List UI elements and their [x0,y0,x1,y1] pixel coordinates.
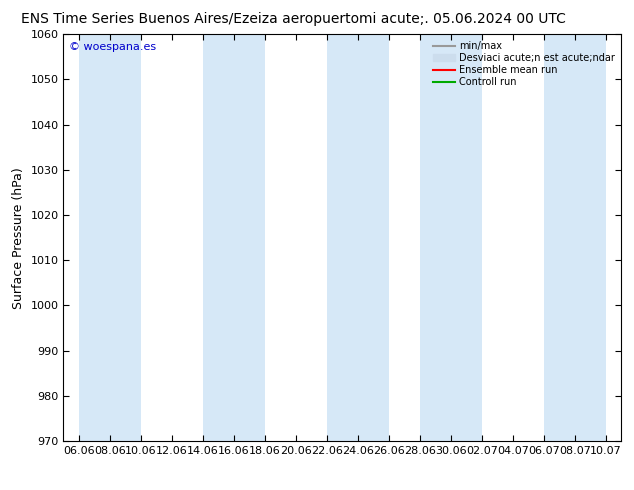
Text: © woespana.es: © woespana.es [69,43,156,52]
Bar [203,34,265,441]
Bar [420,34,482,441]
Text: mi acute;. 05.06.2024 00 UTC: mi acute;. 05.06.2024 00 UTC [359,12,566,26]
Y-axis label: Surface Pressure (hPa): Surface Pressure (hPa) [12,167,25,309]
Bar [327,34,389,441]
Bar [79,34,141,441]
Legend: min/max, Desviaci acute;n est acute;ndar, Ensemble mean run, Controll run: min/max, Desviaci acute;n est acute;ndar… [431,39,616,89]
Bar [544,34,606,441]
Text: ENS Time Series Buenos Aires/Ezeiza aeropuerto: ENS Time Series Buenos Aires/Ezeiza aero… [21,12,359,26]
